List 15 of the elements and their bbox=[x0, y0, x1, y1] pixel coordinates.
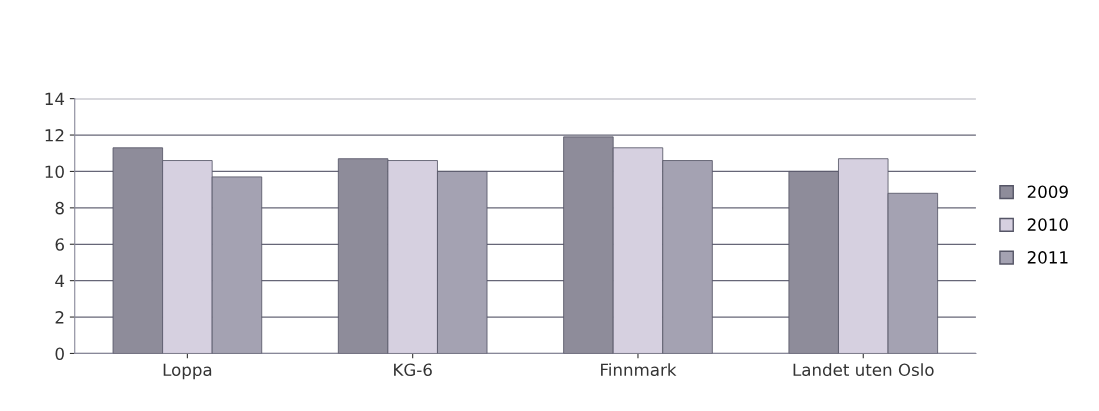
legend-label: 2010 bbox=[1027, 218, 1068, 231]
y-tick-label: 8 bbox=[55, 201, 64, 215]
y-tick-label: 6 bbox=[55, 238, 64, 251]
x-tick-label: KG-6 bbox=[394, 363, 432, 377]
y-tick-label: 2 bbox=[55, 311, 64, 324]
legend-label: 2011 bbox=[1027, 251, 1068, 264]
x-tick-label: Loppa bbox=[163, 363, 212, 380]
x-tick-label: Landet uten Oslo bbox=[793, 363, 934, 377]
y-tick-label: 4 bbox=[55, 274, 65, 287]
y-tick-label: 12 bbox=[45, 129, 64, 142]
y-tick-label: 10 bbox=[45, 165, 64, 179]
y-tick-label: 14 bbox=[45, 92, 65, 105]
y-tick-label: 0 bbox=[55, 347, 64, 361]
x-tick-label: Finnmark bbox=[601, 363, 677, 377]
legend-label: 2009 bbox=[1027, 185, 1068, 199]
